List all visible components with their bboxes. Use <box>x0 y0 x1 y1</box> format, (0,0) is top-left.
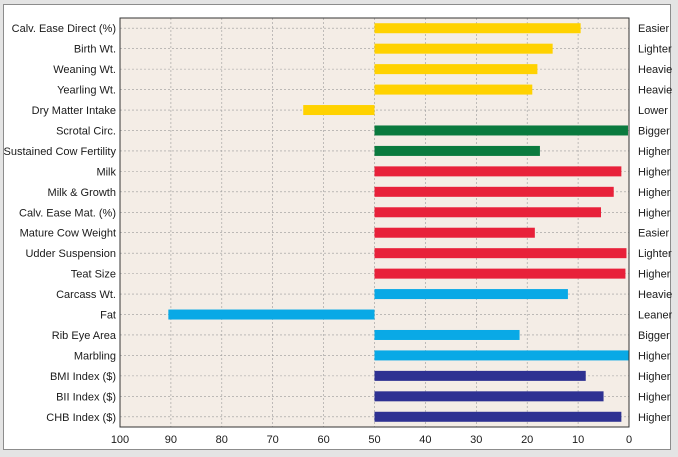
x-tick-label: 50 <box>368 434 380 446</box>
direction-label: Heavier <box>638 85 672 97</box>
trait-label: Dry Matter Intake <box>32 105 116 117</box>
x-tick-label: 60 <box>317 434 329 446</box>
direction-label: Easier <box>638 228 670 240</box>
x-tick-label: 20 <box>521 434 533 446</box>
direction-label: Easier <box>638 23 670 35</box>
bar <box>374 391 604 402</box>
direction-label: Leaner <box>638 310 672 322</box>
direction-label: Higher <box>638 269 671 281</box>
direction-label: Heavier <box>638 289 672 301</box>
direction-label: Lower <box>638 105 668 117</box>
trait-label: Birth Wt. <box>74 44 116 56</box>
trait-label: Carcass Wt. <box>56 289 116 301</box>
bar <box>374 268 626 279</box>
trait-label: Marbling <box>74 350 116 362</box>
x-tick-label: 80 <box>216 434 228 446</box>
trait-label: Sustained Cow Fertility <box>4 146 116 158</box>
bar <box>374 125 628 136</box>
bar <box>168 309 375 320</box>
trait-label: Scrotal Circ. <box>56 125 116 137</box>
direction-label: Higher <box>638 350 671 362</box>
trait-label: BMI Index ($) <box>50 371 116 383</box>
x-tick-label: 90 <box>165 434 177 446</box>
direction-label: Higher <box>638 412 671 424</box>
trait-label: Weaning Wt. <box>53 64 116 76</box>
bar <box>374 84 533 95</box>
bar <box>303 105 375 116</box>
direction-label: Higher <box>638 371 671 383</box>
direction-labels: Easier Lighter Heavier Heavier Lower Bigger Hi… <box>638 23 672 424</box>
trait-labels: Calv. Ease Direct (%) Birth Wt. Weaning Wt… <box>4 23 117 424</box>
direction-label: Higher <box>638 146 671 158</box>
trait-label: CHB Index ($) <box>46 412 116 424</box>
bar <box>374 207 602 218</box>
direction-label: Bigger <box>638 125 670 137</box>
direction-label: Lighter <box>638 44 672 56</box>
trait-label: Milk & Growth <box>48 187 116 199</box>
x-tick-label: 100 <box>111 434 129 446</box>
x-tick-label: 30 <box>470 434 482 446</box>
trait-label: Rib Eye Area <box>52 330 117 342</box>
bar <box>374 289 568 300</box>
bar <box>374 43 553 54</box>
trait-label: Fat <box>100 310 116 322</box>
bar <box>374 248 627 259</box>
direction-label: Higher <box>638 207 671 219</box>
trait-label: Yearling Wt. <box>57 85 116 97</box>
bar <box>374 186 614 197</box>
direction-label: Heavier <box>638 64 672 76</box>
x-axis-ticks: 100 90 80 70 60 50 40 30 20 10 0 <box>111 434 632 446</box>
direction-label: Higher <box>638 187 671 199</box>
plot-border <box>119 17 630 428</box>
trait-label: Calv. Ease Direct (%) <box>12 23 116 35</box>
bar <box>374 350 629 361</box>
bar-chart: Calv. Ease Direct (%) Birth Wt. Weaning Wt… <box>4 17 672 446</box>
trait-label: Udder Suspension <box>25 248 116 260</box>
bar <box>374 64 538 75</box>
trait-label: Calv. Ease Mat. (%) <box>19 207 116 219</box>
direction-label: Bigger <box>638 330 670 342</box>
bars <box>168 23 629 422</box>
direction-label: Higher <box>638 391 671 403</box>
direction-label: Lighter <box>638 248 672 260</box>
trait-label: Mature Cow Weight <box>20 228 116 240</box>
trait-label: BII Index ($) <box>56 391 116 403</box>
x-tick-label: 0 <box>626 434 632 446</box>
trait-label: Teat Size <box>71 269 116 281</box>
bar <box>374 329 520 340</box>
chart-frame: Calv. Ease Direct (%) Birth Wt. Weaning Wt… <box>3 4 672 450</box>
bar <box>374 23 581 34</box>
direction-label: Higher <box>638 166 671 178</box>
bar <box>374 145 540 156</box>
bar <box>374 166 622 177</box>
bar <box>374 370 586 381</box>
bar <box>374 227 535 238</box>
bar <box>374 411 622 422</box>
x-tick-label: 10 <box>572 434 584 446</box>
x-tick-label: 70 <box>267 434 279 446</box>
x-tick-label: 40 <box>419 434 431 446</box>
trait-label: Milk <box>96 166 116 178</box>
